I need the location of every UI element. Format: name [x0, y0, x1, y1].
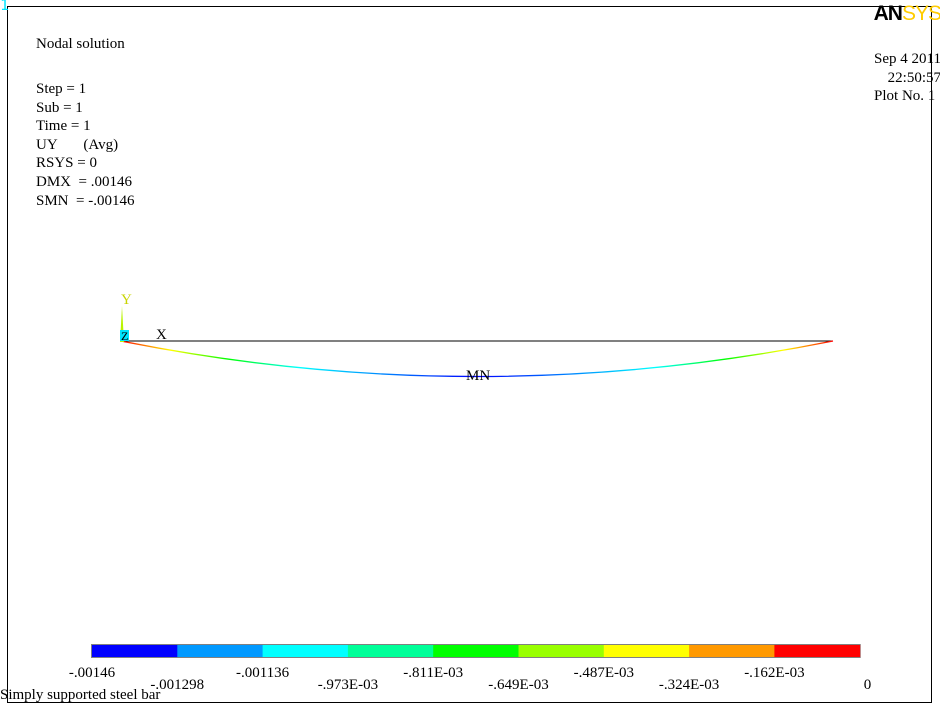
- legend-swatch-7: [689, 645, 775, 657]
- info-rsys: RSYS = 0: [36, 155, 97, 172]
- legend-swatch-6: [603, 645, 690, 657]
- legend-swatch-2: [262, 645, 349, 657]
- info-step: Step = 1: [36, 81, 87, 97]
- info-smn: SMN = -.00146: [36, 192, 135, 209]
- plot-date: Sep 4 2011: [874, 51, 940, 67]
- legend-label-1: -.001298: [150, 677, 205, 693]
- logo-part2: SYS: [901, 2, 940, 25]
- legend-label-0: -.00146: [68, 665, 116, 681]
- legend-label-5: -.649E-03: [488, 677, 549, 693]
- deformed-beam: [120, 340, 834, 378]
- date-block: Sep 4 2011 22:50:57 Plot No. 1: [874, 50, 940, 106]
- info-dmx: DMX = .00146: [36, 173, 132, 190]
- plot-number: Plot No. 1: [874, 88, 936, 105]
- plot-subtitle: Simply supported steel bar: [0, 687, 161, 703]
- logo-part1: AN: [873, 2, 903, 25]
- solution-info-block: Step = 1 Sub = 1 Time = 1 UY (Avg) RSYS …: [36, 80, 134, 210]
- legend-label-6: -.487E-03: [573, 665, 634, 681]
- plot-time: 22:50:57: [887, 69, 940, 86]
- legend-label-7: -.324E-03: [658, 677, 720, 693]
- plot-title: Nodal solution: [36, 36, 125, 52]
- axis-y-label: Y: [121, 292, 132, 308]
- ansys-logo: ANSYS: [874, 3, 940, 24]
- window-number: 1: [0, 0, 10, 14]
- legend-swatch-8: [774, 645, 861, 657]
- axis-x-label: X: [156, 327, 167, 343]
- legend-label-4: -.811E-03: [403, 665, 464, 681]
- min-marker-label: MN: [466, 368, 490, 384]
- legend-label-3: -.973E-03: [317, 677, 379, 693]
- info-time: Time = 1: [36, 118, 91, 135]
- info-uy: UY (Avg): [36, 136, 119, 153]
- legend-swatch-0: [92, 645, 178, 657]
- legend-swatch-3: [347, 645, 434, 657]
- legend-swatch-4: [433, 645, 519, 657]
- z-axis-triad-marker: [120, 330, 129, 341]
- legend-label-2: -.001136: [235, 665, 290, 681]
- contour-legend-bar: [91, 644, 861, 658]
- legend-label-9: 0: [863, 677, 872, 693]
- axis-z-label: Z: [121, 329, 128, 343]
- legend-swatch-5: [518, 645, 605, 657]
- legend-label-8: -.162E-03: [744, 665, 805, 681]
- plot-frame: [7, 6, 932, 703]
- info-sub: Sub = 1: [36, 99, 83, 116]
- legend-swatch-1: [177, 645, 264, 657]
